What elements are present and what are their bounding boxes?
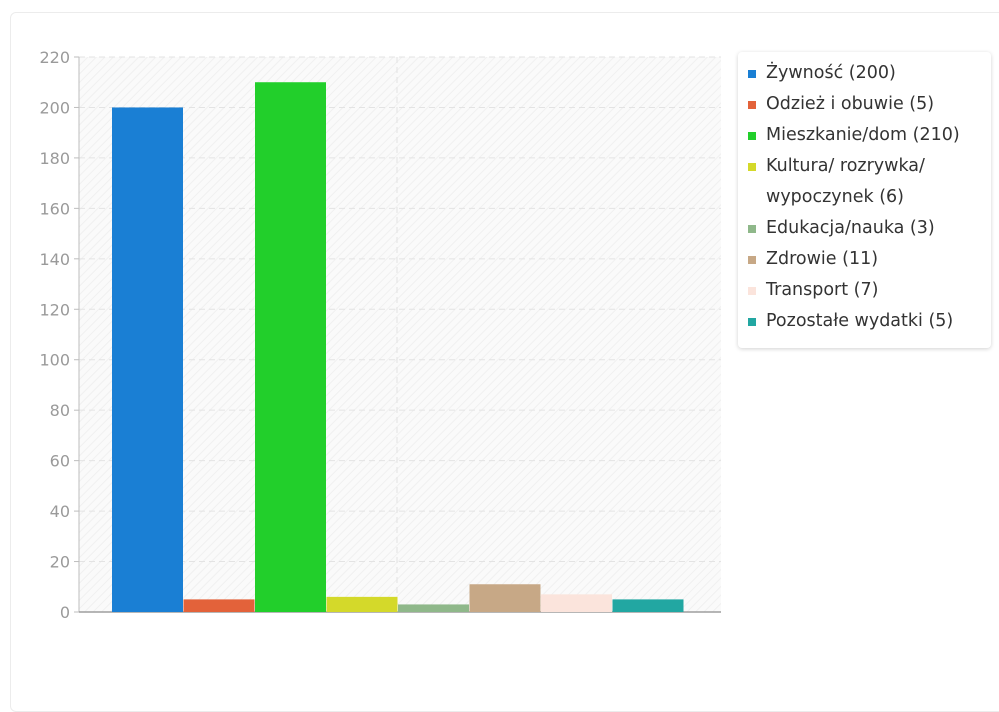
bar-3 xyxy=(255,82,326,612)
legend-swatch xyxy=(748,256,756,264)
y-tick-label: 80 xyxy=(50,401,70,420)
legend-item-kultura[interactable]: Kultura/ rozrywka/ wypoczynek (6) xyxy=(748,151,983,213)
legend-swatch xyxy=(748,132,756,140)
bar-1 xyxy=(112,107,183,613)
legend-item-mieszkanie[interactable]: Mieszkanie/dom (210) xyxy=(748,120,983,151)
legend-swatch xyxy=(748,287,756,295)
plot-background xyxy=(79,57,721,612)
legend-swatch xyxy=(748,225,756,233)
y-tick-label: 20 xyxy=(50,553,70,572)
bar-7 xyxy=(541,594,612,612)
bar-chart: 0 20 40 60 80 100 120 140 160 180 200 220 xyxy=(39,48,721,622)
legend-item-zywnosc[interactable]: Żywność (200) xyxy=(748,58,983,89)
y-tick-label: 180 xyxy=(39,149,70,168)
legend-label: Żywność (200) xyxy=(766,63,896,83)
legend-item-odziez[interactable]: Odzież i obuwie (5) xyxy=(748,89,983,120)
legend: Żywność (200) Odzież i obuwie (5) Mieszk… xyxy=(738,52,991,348)
legend-label: Mieszkanie/dom (210) xyxy=(766,125,960,145)
bar-4 xyxy=(326,596,398,612)
y-tick-label: 0 xyxy=(60,603,70,622)
legend-label: Kultura/ rozrywka/ wypoczynek (6) xyxy=(766,156,925,207)
legend-swatch xyxy=(748,318,756,326)
y-tick-label: 140 xyxy=(39,250,70,269)
y-tick-label: 100 xyxy=(39,351,70,370)
legend-item-zdrowie[interactable]: Zdrowie (11) xyxy=(748,244,983,275)
y-tick-label: 160 xyxy=(39,199,70,218)
legend-label: Pozostałe wydatki (5) xyxy=(766,311,954,331)
legend-swatch xyxy=(748,70,756,78)
y-tick-label: 60 xyxy=(50,452,70,471)
y-tick-label: 40 xyxy=(50,502,70,521)
legend-item-transport[interactable]: Transport (7) xyxy=(748,275,983,306)
legend-label: Transport (7) xyxy=(766,280,879,300)
y-tick-label: 200 xyxy=(39,98,70,117)
legend-item-edukacja[interactable]: Edukacja/nauka (3) xyxy=(748,213,983,244)
y-tick-label: 220 xyxy=(39,48,70,67)
bar-6 xyxy=(469,584,541,612)
bar-8 xyxy=(612,599,684,612)
legend-swatch xyxy=(748,163,756,171)
y-tick-label: 120 xyxy=(39,300,70,319)
legend-label: Edukacja/nauka (3) xyxy=(766,218,935,238)
legend-label: Odzież i obuwie (5) xyxy=(766,94,935,114)
legend-label: Zdrowie (11) xyxy=(766,249,879,269)
bar-2 xyxy=(183,599,255,612)
bar-5 xyxy=(398,604,469,612)
legend-swatch xyxy=(748,101,756,109)
legend-item-pozostale[interactable]: Pozostałe wydatki (5) xyxy=(748,306,983,337)
